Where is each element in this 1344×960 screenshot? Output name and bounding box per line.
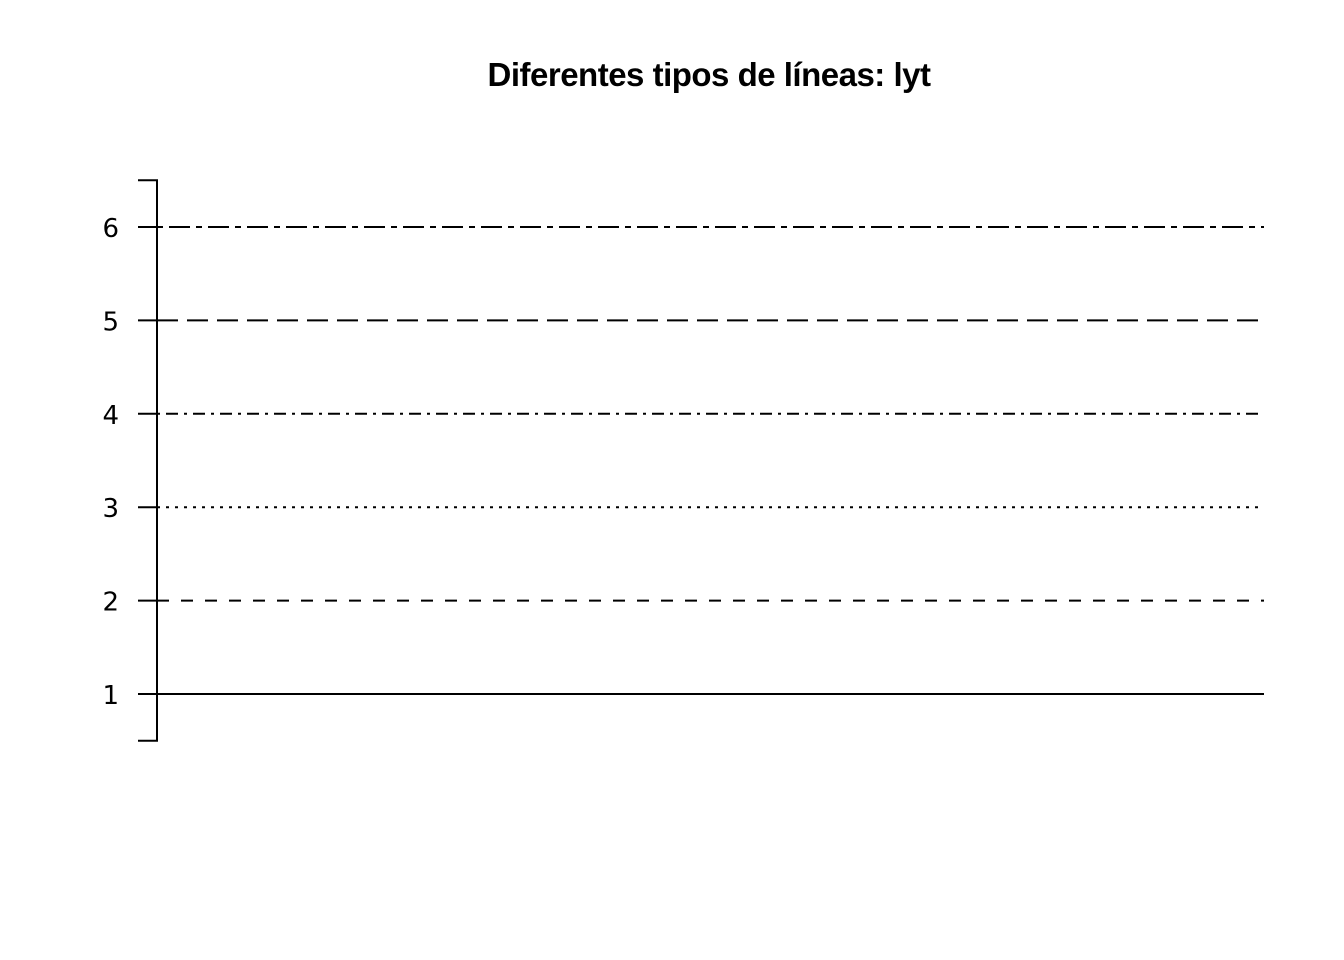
y-tick-label-2: 2 bbox=[102, 588, 119, 618]
y-tick-label-1: 1 bbox=[102, 681, 119, 711]
chart-title: Diferentes tipos de líneas: lyt bbox=[487, 56, 931, 93]
y-tick-label-3: 3 bbox=[102, 494, 119, 524]
y-tick-label-6: 6 bbox=[102, 214, 119, 244]
y-axis: 1 2 3 4 5 6 bbox=[102, 179, 158, 742]
y-tick-label-4: 4 bbox=[102, 401, 119, 431]
series-lines bbox=[157, 226, 1264, 695]
y-tick-label-5: 5 bbox=[102, 307, 119, 337]
